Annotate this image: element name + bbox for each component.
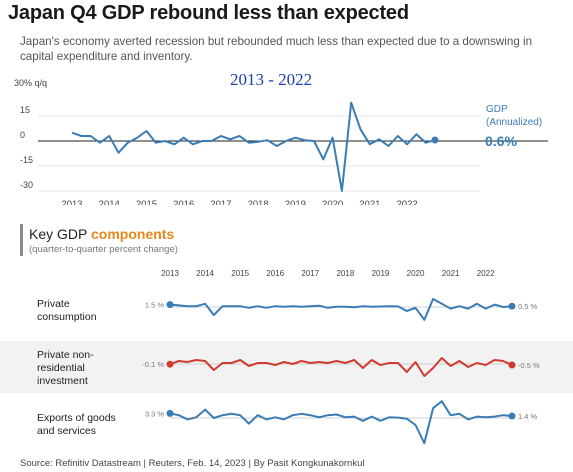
components-title-highlight: components	[91, 226, 175, 242]
component-x-tick-label: 2018	[336, 269, 354, 278]
x-tick-label: 2016	[173, 199, 194, 205]
component-x-tick-label: 2015	[231, 269, 249, 278]
component-start-point	[166, 360, 174, 368]
x-tick-label: 2015	[136, 199, 157, 205]
source-note: Source: Refinitiv Datastream | Reuters, …	[20, 458, 365, 469]
row-label-line: Private	[37, 298, 70, 310]
component-x-tick-label: 2021	[442, 269, 460, 278]
y-tick-label: 0	[20, 130, 25, 140]
component-end-point	[508, 361, 516, 369]
x-tick-label: 2014	[99, 199, 120, 205]
end-value-label: 0.6%	[485, 133, 517, 149]
row-label-investment: Private non- residential investment	[37, 349, 94, 388]
series-legend-label: (Annualized)	[486, 117, 542, 128]
component-series-line	[169, 298, 513, 321]
component-x-tick-label: 2019	[372, 269, 390, 278]
component-end-point	[508, 302, 516, 310]
y-tick-label: 15	[20, 105, 30, 115]
components-title: Key GDP components	[29, 226, 174, 242]
x-tick-label: 2013	[61, 199, 82, 205]
row-label-line: investment	[37, 375, 88, 387]
x-tick-label: 2017	[210, 199, 231, 205]
row-band-investment	[0, 341, 573, 393]
y-axis-units-label: 30% q/q	[14, 78, 48, 88]
component-x-tick-label: 2016	[266, 269, 284, 278]
component-end-point	[508, 412, 516, 420]
row-label-line: residential	[37, 362, 85, 374]
chart-subtitle: Japan's economy averted recession but re…	[20, 35, 533, 63]
series-legend-label: GDP	[486, 104, 508, 115]
row-band-exports	[0, 399, 573, 451]
y-tick-label: -15	[20, 155, 33, 165]
x-tick-label: 2019	[285, 199, 306, 205]
y-tick-label: -30	[20, 180, 33, 190]
component-start-label: 3.3 %	[145, 409, 165, 418]
gdp-line-chart: 15 0 -15 -30 2013 2014 2015 2016 2017 2018 2019 202…	[20, 101, 548, 205]
row-label-line: consumption	[37, 311, 97, 323]
component-x-tick-label: 2022	[477, 269, 495, 278]
row-label-consumption: Private consumption	[37, 298, 97, 324]
row-band-consumption	[0, 285, 573, 336]
component-start-point	[166, 409, 174, 417]
section-accent-bar	[20, 224, 23, 256]
row-label-line: Exports of goods	[37, 412, 116, 424]
x-tick-label: 2021	[359, 199, 380, 205]
component-x-tick-label: 2013	[161, 269, 179, 278]
x-tick-label: 2020	[322, 199, 343, 205]
component-x-tick-label: 2017	[301, 269, 319, 278]
chart-title: Japan Q4 GDP rebound less than expected	[8, 2, 409, 24]
x-tick-label: 2018	[248, 199, 269, 205]
gdp-last-point	[431, 136, 439, 144]
component-end-label: -0.5 %	[518, 361, 540, 370]
row-label-line: and services	[37, 425, 96, 437]
components-title-plain: Key GDP	[29, 226, 88, 242]
component-x-tick-label: 2020	[407, 269, 425, 278]
year-range-overlay: 2013 - 2022	[230, 70, 313, 89]
component-x-tick-label: 2014	[196, 269, 214, 278]
component-series-line	[169, 400, 513, 445]
components-subtitle: (quarter-to-quarter percent change)	[29, 244, 178, 255]
component-start-label: -0.1 %	[142, 360, 164, 369]
component-end-label: 0.5 %	[518, 302, 538, 311]
row-label-line: Private non-	[37, 349, 94, 361]
row-label-exports: Exports of goods and services	[37, 412, 116, 438]
gdp-series-line	[71, 101, 436, 192]
component-end-label: 1.4 %	[518, 412, 538, 421]
component-start-point	[166, 301, 174, 309]
component-start-label: 1.5 %	[145, 301, 165, 310]
x-tick-label: 2022	[397, 199, 418, 205]
component-series-line	[169, 357, 513, 377]
